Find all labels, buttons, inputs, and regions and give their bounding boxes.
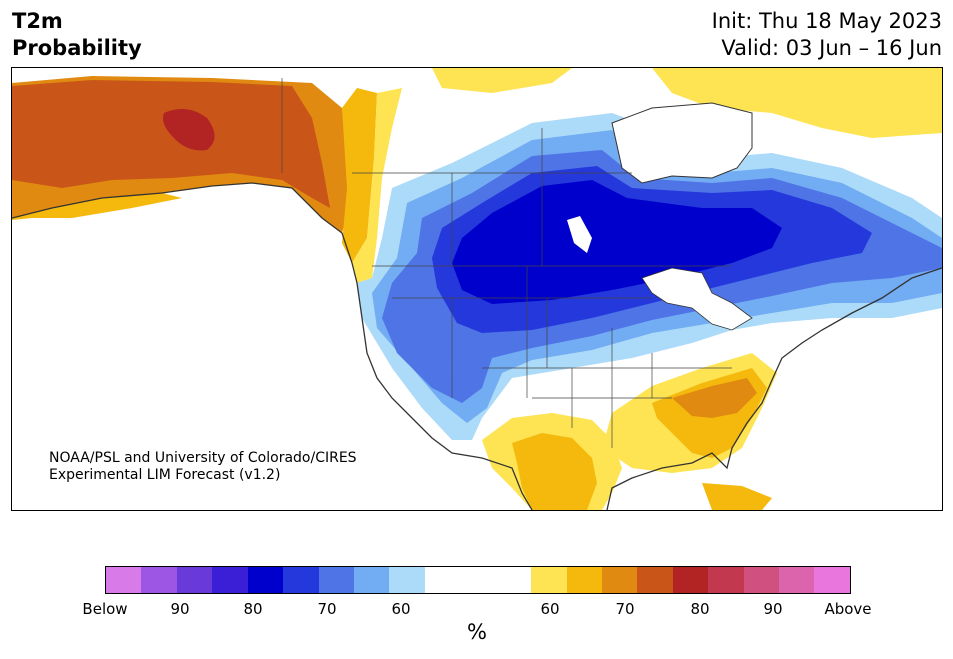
colorbar-label-below: Below — [82, 600, 128, 618]
colorbar-label-below-60: 60 — [391, 600, 411, 618]
colorbar-segment — [247, 567, 284, 593]
credit-line-1: NOAA/PSL and University of Colorado/CIRE… — [49, 450, 357, 466]
colorbar-segment — [601, 567, 638, 593]
credit-text: NOAA/PSL and University of Colorado/CIRE… — [49, 450, 357, 484]
init-date: Init: Thu 18 May 2023 — [711, 9, 942, 33]
chart-title: T2m Probability — [12, 8, 142, 62]
colorbar-segment — [318, 567, 354, 593]
colorbar-label-above-90: 90 — [763, 600, 783, 618]
colorbar-segment — [708, 567, 744, 593]
region-southeast-above-80 — [672, 378, 757, 418]
colorbar-segment — [353, 567, 390, 593]
region-mexico-above-70 — [512, 433, 597, 510]
colorbar-segment — [176, 567, 213, 593]
region-alaska-above-max — [163, 109, 215, 151]
region-arctic-above-60-b — [432, 68, 572, 93]
title-line-2: Probability — [12, 36, 142, 60]
colorbar-label-above-70: 70 — [615, 600, 635, 618]
colorbar-segment — [566, 567, 602, 593]
colorbar-label-above-60: 60 — [540, 600, 560, 618]
probability-map: NOAA/PSL and University of Colorado/CIRE… — [11, 67, 943, 511]
colorbar-segment — [779, 567, 815, 593]
colorbar-segment — [283, 567, 319, 593]
hudson-bay — [611, 102, 753, 184]
colorbar-label-below-70: 70 — [317, 600, 337, 618]
region-caribbean-above-70 — [702, 483, 772, 510]
lake-winnipeg — [567, 216, 592, 253]
colorbar — [105, 566, 851, 594]
colorbar-segment — [637, 567, 673, 593]
region-arctic-above-60 — [652, 68, 942, 138]
region-central-below-max — [452, 180, 782, 304]
colorbar-segment — [141, 567, 177, 593]
colorbar-segment — [814, 567, 850, 593]
colorbar-label-below-80: 80 — [243, 600, 263, 618]
state-borders — [281, 78, 732, 448]
forecast-dates: Init: Thu 18 May 2023 Valid: 03 Jun – 16… — [712, 8, 942, 62]
colorbar-label-above-80: 80 — [690, 600, 710, 618]
colorbar-segment — [389, 567, 425, 593]
colorbar-segment — [743, 567, 780, 593]
region-alaska-above-90 — [12, 80, 330, 208]
coastline — [12, 182, 942, 510]
colorbar-segment — [531, 567, 567, 593]
colorbar-unit: % — [467, 620, 487, 644]
valid-date: Valid: 03 Jun – 16 Jun — [721, 36, 942, 60]
colorbar-segment — [424, 567, 532, 593]
colorbar-segment — [106, 567, 142, 593]
great-lakes — [641, 267, 753, 331]
colorbar-label-above: Above — [824, 600, 872, 618]
colorbar-segment — [212, 567, 248, 593]
region-canada-above-60 — [352, 88, 402, 283]
credit-line-2: Experimental LIM Forecast (v1.2) — [49, 467, 281, 483]
colorbar-segment — [672, 567, 709, 593]
colorbar-label-below-90: 90 — [170, 600, 190, 618]
map-svg — [12, 68, 942, 510]
title-line-1: T2m — [12, 9, 63, 33]
